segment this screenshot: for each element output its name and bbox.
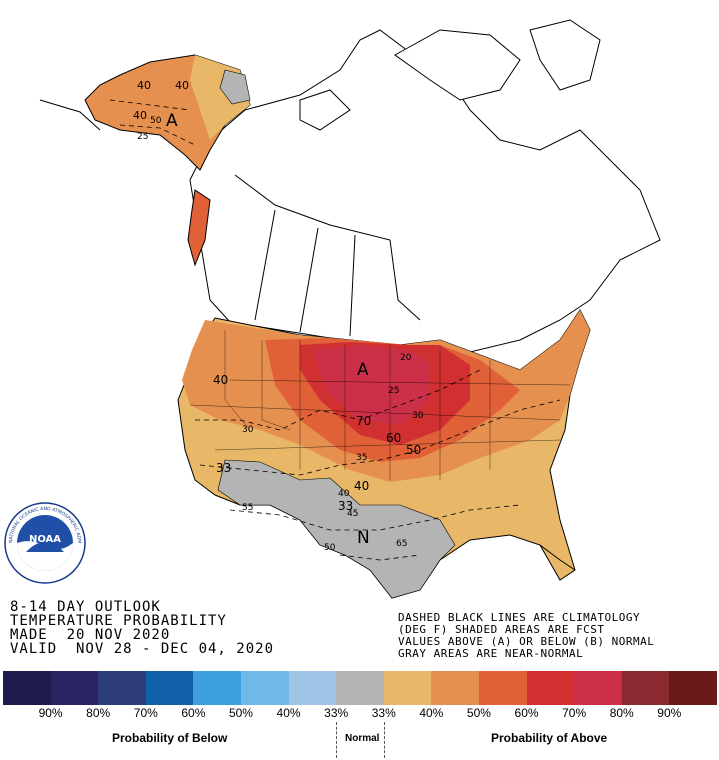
colorbar-tick-label: 50% (228, 706, 253, 720)
normal-caption: Normal (345, 733, 380, 744)
colorbar-tick-label: 50% (466, 706, 491, 720)
colorbar-swatch (431, 671, 479, 705)
colorbar-swatch (574, 671, 622, 705)
normal-separator (336, 722, 337, 758)
contour-label: 30 (242, 425, 254, 435)
conus-gray-area (217, 459, 456, 599)
colorbar-swatch (478, 671, 527, 705)
contour-label: 55 (242, 503, 253, 513)
outlook-title: 8-14 DAY OUTLOOK TEMPERATURE PROBABILITY M… (10, 600, 274, 656)
colorbar-swatch (98, 671, 146, 705)
contour-label: 40 (338, 489, 350, 499)
contour-label: 35 (356, 453, 367, 463)
colorbar-swatch (50, 671, 99, 705)
central-above-label: A (357, 360, 369, 380)
outlook-map: A A N 40 40 40 50 25 20 25 70 30 60 50 3… (39, 19, 661, 599)
alaska-gray-area (219, 69, 251, 105)
contour-label: 40 (354, 479, 369, 493)
note-line: (DEG F) SHADED AREAS ARE FCST (398, 623, 605, 636)
conus-70pct (315, 345, 430, 425)
colorbar-swatch (621, 671, 670, 705)
alaska-panhandle (187, 189, 211, 267)
canada-province-lines (234, 174, 421, 337)
contour-label: 40 (137, 79, 151, 92)
colorbar-swatch (336, 671, 384, 705)
colorbar-tick-label: 33% (371, 706, 396, 720)
colorbar-swatch (145, 671, 194, 705)
south-normal-label: N (357, 528, 370, 548)
colorbar-tick-label: 33% (324, 706, 349, 720)
note-line: DASHED BLACK LINES ARE CLIMATOLOGY (398, 611, 641, 624)
contour-label: 40 (175, 79, 189, 92)
note-line: VALUES ABOVE (A) OR BELOW (B) NORMAL (398, 635, 655, 648)
alaska-above-label: A (166, 111, 178, 131)
contour-label: 50 (406, 443, 421, 457)
colorbar-tick-label: 60% (181, 706, 206, 720)
conus (177, 309, 591, 599)
contour-label: 70 (356, 414, 371, 428)
colorbar-swatch (288, 671, 337, 705)
contour-label: 40 (213, 373, 228, 387)
colorbar-swatch (526, 671, 575, 705)
colorbar-swatch (240, 671, 289, 705)
contour-label: 45 (347, 509, 358, 519)
contour-label: 50 (324, 543, 336, 553)
colorbar-swatch (669, 671, 717, 705)
map-notes: DASHED BLACK LINES ARE CLIMATOLOGY (DEG F… (398, 612, 654, 660)
contour-label: 20 (400, 353, 412, 363)
colorbar-tick-label: 60% (514, 706, 539, 720)
colorbar-tick-label: 40% (419, 706, 444, 720)
alaska (39, 54, 251, 267)
title-line: 8-14 DAY OUTLOOK (10, 599, 161, 615)
title-line: MADE 20 NOV 2020 (10, 627, 171, 643)
contour-label: 40 (133, 109, 147, 122)
colorbar-tick-label: 80% (86, 706, 111, 720)
colorbar-tick-label: 40% (276, 706, 301, 720)
aleutian-chain (39, 99, 101, 131)
colorbar-tick-label: 70% (562, 706, 587, 720)
colorbar-tick-label: 90% (657, 706, 682, 720)
contour-label: 65 (396, 539, 407, 549)
title-line: TEMPERATURE PROBABILITY (10, 613, 227, 629)
colorbar-ticks: 90% 80% 70% 60% 50% 40% 33% 33% 40% 50% 60% 70% 80% 9… (3, 706, 717, 720)
below-caption: Probability of Below (112, 731, 228, 745)
probability-colorbar (3, 671, 717, 705)
colorbar-tick-label: 90% (38, 706, 63, 720)
contour-label: 25 (388, 386, 399, 396)
contour-label: 25 (137, 132, 148, 142)
canada-outline (189, 19, 661, 353)
above-caption: Probability of Above (491, 731, 608, 745)
title-line: VALID NOV 28 - DEC 04, 2020 (10, 641, 275, 657)
noaa-logo-icon: NOAA NATIONAL OCEANIC AND ATMOSPHERIC AD… (4, 502, 86, 584)
normal-separator (384, 722, 385, 758)
contour-label: 30 (412, 411, 424, 421)
contour-label: 33 (216, 461, 231, 475)
colorbar-swatch (383, 671, 432, 705)
noaa-logo-text: NOAA (29, 534, 61, 545)
contour-label: 60 (386, 431, 401, 445)
contour-label: 50 (150, 116, 162, 126)
colorbar-tick-label: 70% (133, 706, 158, 720)
contour-label: 33 (338, 499, 353, 513)
colorbar-swatch (3, 671, 51, 705)
colorbar-swatch (193, 671, 241, 705)
note-line: GRAY AREAS ARE NEAR-NORMAL (398, 647, 584, 660)
climatology-dashed-lines (109, 99, 561, 561)
colorbar-tick-label: 80% (609, 706, 634, 720)
